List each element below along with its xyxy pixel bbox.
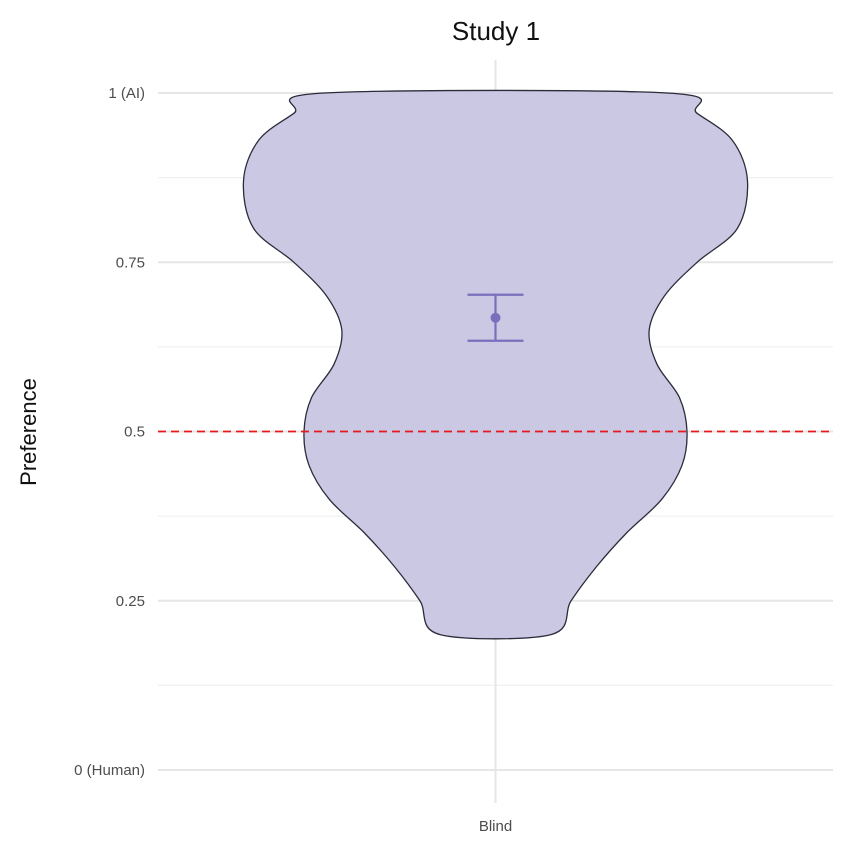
y-axis-label: Preference (16, 378, 41, 486)
y-tick-label: 0.75 (116, 254, 145, 271)
y-tick-labels: 0 (Human) 0.25 0.5 0.75 1 (AI) (74, 85, 145, 779)
x-tick-label: Blind (479, 818, 512, 835)
y-tick-label: 0.25 (116, 593, 145, 610)
violins (242, 89, 749, 640)
y-tick-label: 0 (Human) (74, 762, 145, 779)
chart-title: Study 1 (452, 16, 540, 46)
y-tick-label: 1 (AI) (108, 85, 145, 102)
error-bars (467, 293, 524, 342)
mean-point (490, 312, 501, 323)
x-tick-labels: Blind (479, 818, 512, 835)
y-tick-label: 0.5 (124, 424, 145, 441)
violin-blind (242, 89, 749, 640)
